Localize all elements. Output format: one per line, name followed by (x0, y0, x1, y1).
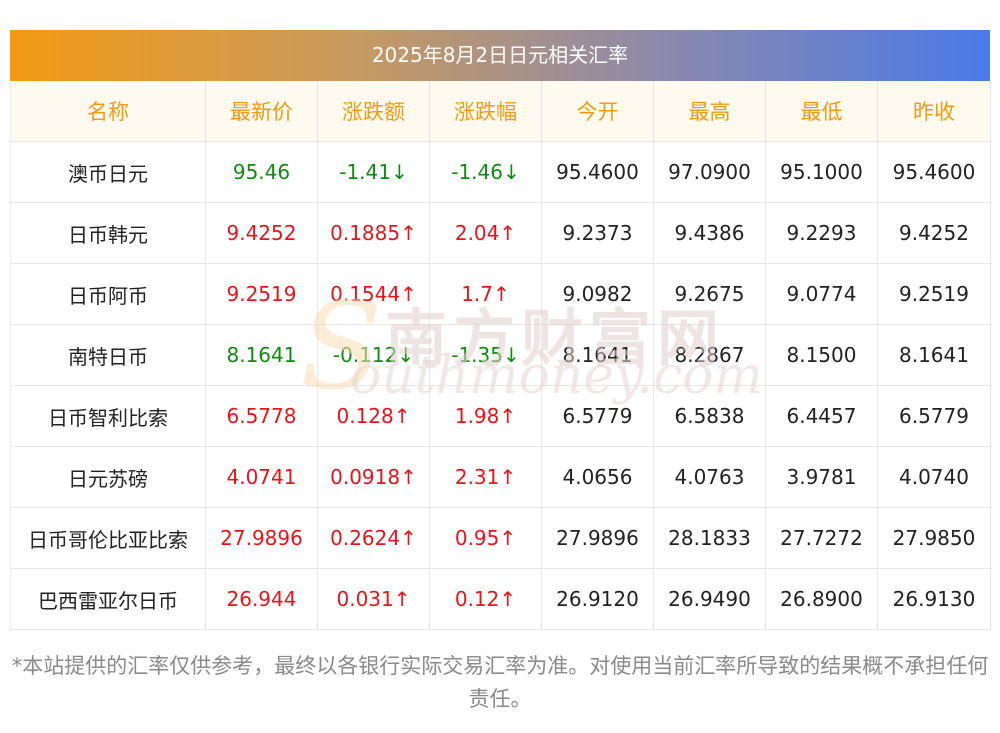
cell-name: 日币哥伦比亚比索 (10, 507, 206, 569)
cell-name: 日币阿币 (10, 263, 206, 325)
cell-change-pct: 2.31↑ (429, 446, 542, 508)
cell-open: 4.0656 (541, 446, 654, 508)
cell-change-pct: 1.7↑ (429, 263, 542, 325)
table-row: 巴西雷亚尔日币 26.944 0.031↑ 0.12↑ 26.9120 26.9… (10, 568, 991, 630)
cell-low: 95.1000 (765, 141, 878, 203)
cell-open: 8.1641 (541, 324, 654, 386)
header-change-pct: 涨跌幅 (429, 81, 542, 142)
cell-high: 26.9490 (653, 568, 766, 630)
cell-open: 6.5779 (541, 385, 654, 447)
cell-name: 日币智利比索 (10, 385, 206, 447)
cell-open: 27.9896 (541, 507, 654, 569)
cell-low: 6.4457 (765, 385, 878, 447)
cell-change-pct: 0.95↑ (429, 507, 542, 569)
table-row: 澳币日元 95.46 -1.41↓ -1.46↓ 95.4600 97.0900… (10, 141, 991, 203)
table-row: 日币智利比索 6.5778 0.128↑ 1.98↑ 6.5779 6.5838… (10, 385, 991, 447)
table-row: 日币阿币 9.2519 0.1544↑ 1.7↑ 9.0982 9.2675 9… (10, 263, 991, 325)
cell-high: 6.5838 (653, 385, 766, 447)
cell-low: 9.2293 (765, 202, 878, 264)
cell-latest: 8.1641 (205, 324, 318, 386)
cell-high: 9.4386 (653, 202, 766, 264)
cell-prev-close: 26.9130 (877, 568, 991, 630)
disclaimer-note: *本站提供的汇率仅供参考，最终以各银行实际交易汇率为准。对使用当前汇率所导致的结… (11, 654, 989, 711)
cell-low: 8.1500 (765, 324, 878, 386)
table-title: 2025年8月2日日元相关汇率 (10, 30, 990, 81)
cell-latest: 9.4252 (205, 202, 318, 264)
header-row: 名称 最新价 涨跌额 涨跌幅 今开 最高 最低 昨收 (10, 81, 991, 142)
cell-prev-close: 27.9850 (877, 507, 991, 569)
table-row: 日元苏磅 4.0741 0.0918↑ 2.31↑ 4.0656 4.0763 … (10, 446, 991, 508)
cell-name: 日元苏磅 (10, 446, 206, 508)
table-row: 日币哥伦比亚比索 27.9896 0.2624↑ 0.95↑ 27.9896 2… (10, 507, 991, 569)
cell-latest: 6.5778 (205, 385, 318, 447)
cell-name: 巴西雷亚尔日币 (10, 568, 206, 630)
cell-change: 0.1885↑ (317, 202, 430, 264)
cell-prev-close: 6.5779 (877, 385, 991, 447)
cell-latest: 26.944 (205, 568, 318, 630)
cell-change: 0.031↑ (317, 568, 430, 630)
cell-change: 0.128↑ (317, 385, 430, 447)
cell-high: 28.1833 (653, 507, 766, 569)
cell-open: 26.9120 (541, 568, 654, 630)
cell-prev-close: 9.2519 (877, 263, 991, 325)
header-high: 最高 (653, 81, 766, 142)
cell-high: 97.0900 (653, 141, 766, 203)
cell-latest: 95.46 (205, 141, 318, 203)
cell-name: 澳币日元 (10, 141, 206, 203)
cell-open: 9.0982 (541, 263, 654, 325)
header-prev-close: 昨收 (877, 81, 991, 142)
cell-change-pct: 2.04↑ (429, 202, 542, 264)
cell-latest: 27.9896 (205, 507, 318, 569)
cell-low: 3.9781 (765, 446, 878, 508)
cell-name: 南特日币 (10, 324, 206, 386)
cell-low: 9.0774 (765, 263, 878, 325)
cell-latest: 4.0741 (205, 446, 318, 508)
cell-name: 日币韩元 (10, 202, 206, 264)
header-name: 名称 (10, 81, 206, 142)
cell-change: 0.2624↑ (317, 507, 430, 569)
cell-change-pct: -1.35↓ (429, 324, 542, 386)
cell-open: 95.4600 (541, 141, 654, 203)
header-latest: 最新价 (205, 81, 318, 142)
cell-latest: 9.2519 (205, 263, 318, 325)
cell-low: 27.7272 (765, 507, 878, 569)
header-low: 最低 (765, 81, 878, 142)
cell-change: 0.1544↑ (317, 263, 430, 325)
cell-prev-close: 9.4252 (877, 202, 991, 264)
cell-change: -1.41↓ (317, 141, 430, 203)
cell-low: 26.8900 (765, 568, 878, 630)
cell-high: 9.2675 (653, 263, 766, 325)
table-row: 南特日币 8.1641 -0.112↓ -1.35↓ 8.1641 8.2867… (10, 324, 991, 386)
cell-high: 8.2867 (653, 324, 766, 386)
rate-table-container: 2025年8月2日日元相关汇率 名称 最新价 涨跌额 涨跌幅 今开 最高 最低 … (10, 30, 991, 630)
cell-change-pct: 0.12↑ (429, 568, 542, 630)
cell-prev-close: 95.4600 (877, 141, 991, 203)
cell-change-pct: -1.46↓ (429, 141, 542, 203)
cell-high: 4.0763 (653, 446, 766, 508)
cell-change: -0.112↓ (317, 324, 430, 386)
table-row: 日币韩元 9.4252 0.1885↑ 2.04↑ 9.2373 9.4386 … (10, 202, 991, 264)
cell-prev-close: 4.0740 (877, 446, 991, 508)
cell-change: 0.0918↑ (317, 446, 430, 508)
header-open: 今开 (541, 81, 654, 142)
header-change: 涨跌额 (317, 81, 430, 142)
rate-table: 名称 最新价 涨跌额 涨跌幅 今开 最高 最低 昨收 澳币日元 95.46 -1… (10, 81, 991, 630)
cell-prev-close: 8.1641 (877, 324, 991, 386)
cell-open: 9.2373 (541, 202, 654, 264)
cell-change-pct: 1.98↑ (429, 385, 542, 447)
